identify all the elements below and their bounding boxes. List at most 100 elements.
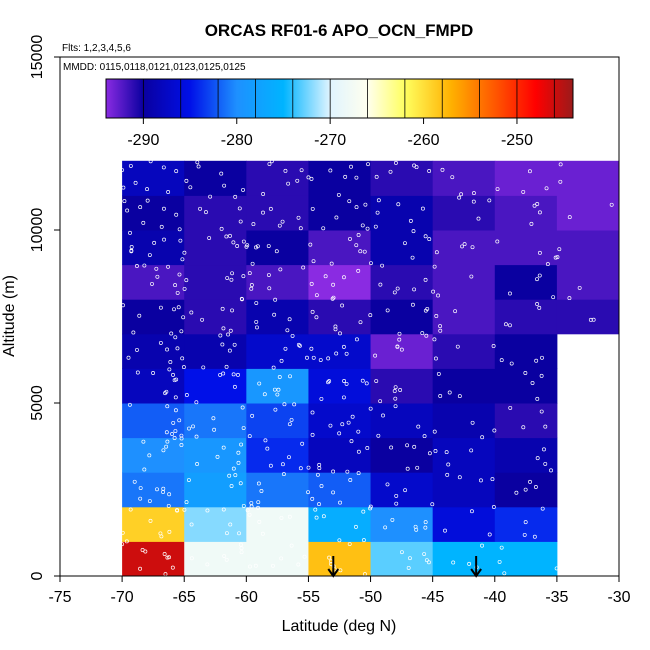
- observation-point: [141, 439, 146, 444]
- observation-point: [182, 286, 187, 291]
- observation-point: [499, 358, 504, 363]
- heatmap-cell: [494, 160, 558, 196]
- observation-point: [148, 518, 153, 523]
- heatmap-cell: [122, 368, 185, 404]
- observation-point: [393, 160, 398, 165]
- heatmap-cell: [432, 264, 496, 300]
- heatmap-cell: [308, 264, 372, 300]
- observation-point: [530, 381, 535, 385]
- observation-point: [368, 261, 373, 266]
- observation-point: [348, 478, 353, 482]
- heatmap-cell: [184, 195, 247, 231]
- observation-point: [327, 379, 332, 384]
- observation-point: [549, 468, 553, 473]
- observation-point: [254, 319, 259, 324]
- observation-point: [368, 506, 373, 511]
- observation-point: [326, 356, 331, 361]
- observation-point: [161, 448, 166, 453]
- observation-point: [537, 273, 542, 278]
- observation-point: [535, 396, 540, 401]
- x-tick-label: -65: [173, 589, 196, 606]
- observation-point: [521, 189, 526, 194]
- x-axis: -75 -70 -65 -60 -55 -50 -45 -40 -35 -30: [48, 576, 631, 606]
- heatmap-cell: [432, 230, 496, 266]
- observation-point: [237, 531, 241, 536]
- observation-point: [412, 287, 417, 292]
- observation-point: [301, 265, 306, 270]
- x-tick-label: -70: [111, 589, 134, 606]
- heatmap-cell: [494, 230, 558, 266]
- observation-point: [487, 198, 492, 203]
- observation-point: [305, 355, 309, 360]
- heatmap-cell: [184, 437, 247, 473]
- observation-point: [341, 395, 346, 400]
- observation-point: [537, 250, 542, 255]
- observation-point: [194, 400, 199, 405]
- observation-point: [427, 168, 432, 173]
- observation-point: [334, 351, 339, 356]
- observation-point: [120, 168, 125, 173]
- observation-point: [232, 384, 237, 389]
- observation-point: [261, 192, 266, 196]
- observation-point: [120, 542, 125, 547]
- observation-point: [152, 240, 157, 245]
- observation-point: [135, 347, 139, 352]
- observation-point: [211, 416, 216, 421]
- observation-point: [495, 239, 500, 244]
- x-tick-label: -75: [48, 589, 71, 606]
- observation-point: [393, 396, 398, 401]
- observation-point: [551, 295, 556, 300]
- observation-point: [165, 555, 170, 560]
- observation-point: [168, 360, 173, 364]
- observation-point: [336, 192, 341, 197]
- observation-point: [221, 326, 226, 331]
- y-tick-label: 0: [29, 571, 46, 580]
- observation-point: [191, 424, 195, 429]
- observation-point: [279, 358, 284, 363]
- observation-point: [175, 290, 180, 295]
- observation-point: [141, 220, 146, 225]
- observation-point: [346, 420, 351, 425]
- observation-point: [567, 215, 572, 220]
- observation-point: [280, 219, 285, 224]
- observation-point: [389, 445, 394, 450]
- observation-point: [535, 202, 540, 206]
- heatmap-cell: [308, 403, 372, 439]
- observation-point: [239, 546, 244, 551]
- observation-point: [543, 461, 548, 466]
- observation-point: [327, 555, 332, 560]
- observation-point: [306, 465, 311, 470]
- heatmap-cell: [246, 541, 309, 577]
- observation-point: [147, 499, 152, 504]
- heatmap-cell: [370, 437, 434, 473]
- observation-point: [170, 565, 175, 570]
- observation-point: [440, 167, 445, 172]
- observation-point: [236, 460, 241, 465]
- chart-title: ORCAS RF01-6 APO_OCN_FMPD: [205, 21, 474, 40]
- heatmap-cell: [556, 195, 620, 231]
- observation-point: [145, 198, 150, 203]
- observation-point: [378, 399, 383, 404]
- observation-point: [184, 393, 189, 397]
- observation-point: [340, 303, 345, 308]
- observation-point: [356, 429, 361, 434]
- heatmap-cell: [370, 472, 434, 508]
- heatmap-cell: [432, 333, 496, 369]
- observation-point: [553, 255, 558, 260]
- observation-point: [266, 244, 271, 248]
- observation-point: [233, 194, 238, 199]
- heatmap-cell: [308, 333, 372, 369]
- observation-point: [436, 293, 440, 298]
- observation-point: [236, 450, 241, 455]
- observation-point: [147, 253, 152, 258]
- observation-point: [222, 183, 227, 188]
- observation-point: [394, 493, 399, 498]
- observation-point: [333, 324, 338, 329]
- observation-point: [408, 556, 412, 561]
- heatmap-cell: [370, 195, 434, 231]
- heatmap-cell: [432, 368, 496, 404]
- observation-point: [272, 387, 277, 392]
- observation-point: [392, 290, 397, 295]
- observation-point: [290, 333, 295, 338]
- observation-point: [529, 221, 534, 226]
